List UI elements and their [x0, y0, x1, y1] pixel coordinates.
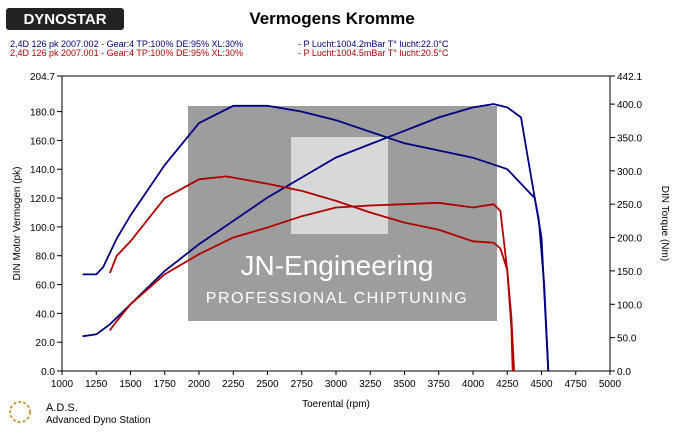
- y2-tick-label: 150.0: [617, 267, 642, 278]
- footer-logo: [9, 401, 31, 423]
- run-label: 2,4D 126 pk 2007.001 - Gear:4 TP:100% DE…: [10, 48, 243, 58]
- x-tick-label: 2000: [188, 379, 211, 390]
- y-tick-label: 120.0: [30, 194, 55, 205]
- x-tick-label: 3250: [359, 379, 382, 390]
- x-tick-label: 3750: [428, 379, 451, 390]
- y2-tick-label: 50.0: [617, 334, 637, 345]
- x-tick-label: 2250: [222, 379, 245, 390]
- x-tick-label: 4750: [565, 379, 588, 390]
- logo-box: [6, 8, 124, 30]
- y2-tick-label: 442.1: [617, 72, 642, 83]
- x-tick-label: 4500: [530, 379, 553, 390]
- logo: DYNOSTAR: [23, 11, 106, 28]
- y-tick-label: 204.7: [30, 72, 55, 83]
- run-conditions: - P Lucht:1004.5mBar T° lucht:20.5°C: [298, 48, 449, 58]
- x-tick-label: 4000: [462, 379, 485, 390]
- y-tick-label: 40.0: [36, 309, 56, 320]
- series-line: [82, 103, 550, 372]
- y2-axis-label: DIN Torque (Nm): [659, 186, 670, 261]
- y2-tick-label: 200.0: [617, 234, 642, 245]
- x-tick-label: 1000: [51, 379, 74, 390]
- watermark-title: JN-Engineering: [241, 250, 434, 281]
- y-tick-label: 0.0: [41, 367, 55, 378]
- y-tick-label: 180.0: [30, 108, 55, 119]
- x-tick-label: 1250: [85, 379, 108, 390]
- x-tick-label: 2750: [291, 379, 314, 390]
- watermark-subtitle: PROFESSIONAL CHIPTUNING: [206, 290, 468, 307]
- y-tick-label: 160.0: [30, 136, 55, 147]
- run-conditions: - P Lucht:1004.2mBar T° lucht:22.0°C: [298, 39, 449, 49]
- y-tick-label: 140.0: [30, 165, 55, 176]
- x-axis-label: Toerental (rpm): [302, 399, 370, 410]
- x-tick-label: 1500: [119, 379, 142, 390]
- y-tick-label: 100.0: [30, 223, 55, 234]
- x-tick-label: 3000: [325, 379, 348, 390]
- run-label: 2,4D 126 pk 2007.002 - Gear:4 TP:100% DE…: [10, 39, 243, 49]
- chart-title: Vermogens Kromme: [249, 9, 414, 28]
- y-tick-label: 20.0: [36, 338, 56, 349]
- watermark-icon: [291, 137, 388, 234]
- y-tick-label: 80.0: [36, 252, 56, 263]
- series-line: [109, 201, 515, 372]
- footer-subtitle: Advanced Dyno Station: [46, 415, 151, 426]
- y-axis-label: DIN Motor Vermogen (pk): [12, 167, 23, 281]
- y-tick-label: 60.0: [36, 281, 56, 292]
- y2-tick-label: 250.0: [617, 200, 642, 211]
- y2-tick-label: 300.0: [617, 167, 642, 178]
- x-tick-label: 1750: [154, 379, 177, 390]
- y2-tick-label: 100.0: [617, 300, 642, 311]
- y2-tick-label: 350.0: [617, 133, 642, 144]
- y2-tick-label: 400.0: [617, 100, 642, 111]
- x-tick-label: 3500: [393, 379, 416, 390]
- x-tick-label: 5000: [599, 379, 622, 390]
- x-tick-label: 4250: [496, 379, 519, 390]
- x-tick-label: 2500: [256, 379, 279, 390]
- y2-tick-label: 0.0: [617, 367, 631, 378]
- series-line: [82, 104, 550, 372]
- footer-title: A.D.S.: [46, 402, 78, 414]
- plot-area: JN-Engineering PROFESSIONAL CHIPTUNING 100…: [12, 72, 670, 410]
